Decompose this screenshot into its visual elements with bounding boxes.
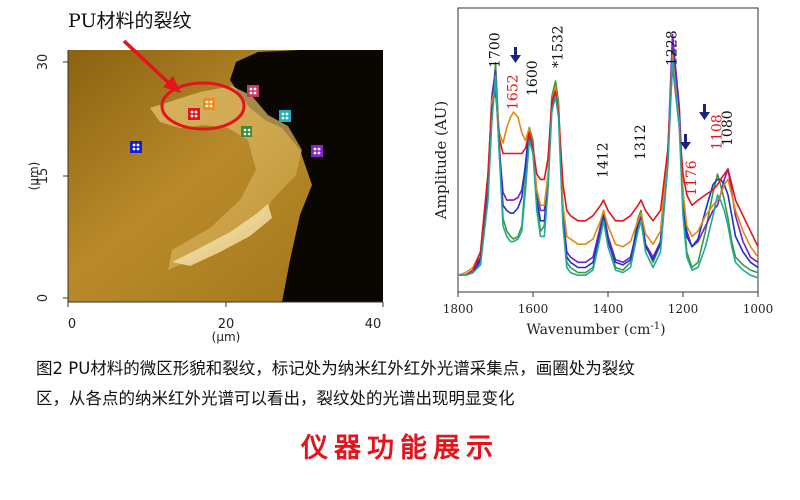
xlabel-main: Wavenumber (cm bbox=[526, 322, 650, 338]
xtick-label-3: 1200 bbox=[668, 302, 699, 316]
marker-pink bbox=[247, 85, 259, 97]
marker-green bbox=[241, 126, 252, 137]
peak-label-7: 1176 bbox=[684, 160, 700, 196]
down-arrow-icon bbox=[699, 104, 710, 120]
peak-label-3: *1532 bbox=[551, 25, 567, 68]
xtick-layer: 1800 1600 1400 1200 1000 bbox=[443, 292, 774, 316]
marker-red bbox=[188, 108, 200, 120]
annotation-arrow bbox=[122, 39, 174, 88]
marker-orange bbox=[203, 98, 215, 110]
xtick-label-0: 1800 bbox=[443, 302, 474, 316]
peak-label-2: 1600 bbox=[525, 60, 541, 96]
afm-xunit: (μm) bbox=[212, 330, 241, 344]
afm-dark-region bbox=[230, 50, 383, 302]
xtick-label-1: 1600 bbox=[518, 302, 549, 316]
xtick-label-2: 1400 bbox=[593, 302, 624, 316]
marker-cyan bbox=[279, 110, 291, 122]
afm-axes bbox=[63, 50, 384, 307]
afm-xtick-20: 20 bbox=[218, 317, 235, 332]
caption-line-2: 区，从各点的纳米红外光谱可以看出，裂纹处的光谱出现明显变化 bbox=[36, 389, 515, 408]
down-arrow-icon bbox=[510, 47, 521, 63]
peak-label-0: 1700 bbox=[488, 32, 504, 68]
marker-dots bbox=[132, 87, 321, 155]
marker-purple bbox=[311, 145, 323, 157]
afm-crack-edge bbox=[172, 204, 272, 266]
figure-caption: 图2 PU材料的微区形貌和裂纹，标记处为纳米红外红外光谱采集点，画圈处为裂纹 区… bbox=[36, 354, 776, 414]
annotation-arrowhead bbox=[163, 76, 181, 93]
spectrum-ylabel: Amplitude (AU) bbox=[432, 101, 450, 220]
spectrum-series-4 bbox=[458, 64, 759, 277]
down-arrow-icon bbox=[680, 134, 691, 150]
xlabel-sup: -1 bbox=[650, 321, 660, 332]
series-layer bbox=[457, 33, 759, 279]
afm-ytick-0: 0 bbox=[36, 294, 51, 302]
feature-banner: 仪器功能展示 bbox=[301, 433, 499, 464]
afm-xtick-0: 0 bbox=[68, 317, 76, 332]
peak-label-4: 1412 bbox=[596, 142, 612, 178]
peak-label-6: 1228 bbox=[665, 30, 681, 66]
afm-flake bbox=[150, 86, 302, 270]
afm-yunit: (μm) bbox=[27, 162, 41, 191]
marker-blue bbox=[130, 141, 142, 153]
afm-xtick-40: 40 bbox=[365, 317, 382, 332]
crack-highlight-ellipse bbox=[160, 81, 246, 131]
peak-label-5: 1312 bbox=[633, 124, 649, 160]
peak-label-1: 1652 bbox=[506, 74, 522, 110]
xlabel-tail: ) bbox=[660, 322, 665, 338]
afm-ytick-15: 15 bbox=[36, 168, 51, 185]
afm-annotation-label: PU材料的裂纹 bbox=[68, 10, 191, 32]
afm-panel: PU材料的裂纹 bbox=[27, 10, 384, 344]
spectrum-series-3 bbox=[457, 54, 759, 276]
peak-arrows bbox=[510, 47, 710, 150]
spectrum-xlabel: Wavenumber (cm-1) bbox=[526, 321, 665, 338]
spectrum-series-1 bbox=[458, 33, 759, 277]
afm-ytick-30: 30 bbox=[36, 54, 51, 71]
spectrum-series-2 bbox=[458, 49, 759, 277]
peak-label-8: 1108 bbox=[710, 114, 726, 150]
caption-line-1: 图2 PU材料的微区形貌和裂纹，标记处为纳米红外红外光谱采集点，画圈处为裂纹 bbox=[36, 359, 635, 378]
peak-label-9: 1080 bbox=[720, 110, 736, 146]
xtick-label-4: 1000 bbox=[743, 302, 774, 316]
spectrum-series-5 bbox=[458, 59, 759, 279]
